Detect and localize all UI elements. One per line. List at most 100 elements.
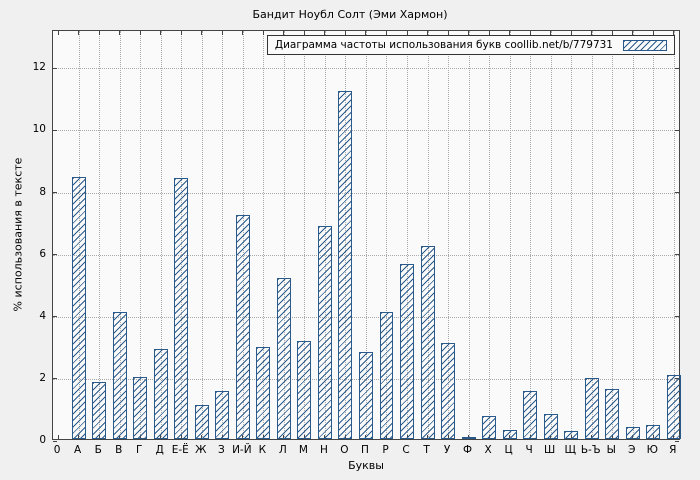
y-tick-label: 4: [39, 309, 46, 322]
bar-Ч: [523, 390, 538, 439]
x-tick-mark: [632, 31, 634, 35]
gridline-vertical: [550, 31, 552, 439]
y-tick-mark: [53, 67, 57, 69]
bar-С: [400, 263, 414, 439]
x-tick-mark: [119, 31, 121, 35]
bar-Д: [153, 348, 168, 439]
x-tick-label: Ы: [606, 444, 616, 456]
x-tick-label: С: [402, 444, 410, 456]
x-tick-label: Н: [319, 444, 328, 456]
bar-Ш: [543, 414, 558, 439]
x-tick-mark: [570, 31, 572, 35]
bar-А: [71, 176, 86, 439]
x-tick-mark: [406, 31, 408, 35]
x-tick-mark: [303, 31, 305, 35]
x-tick-label: Т: [423, 444, 430, 456]
chart-title: Бандит Ноубл Солт (Эми Хармон): [252, 8, 448, 21]
x-tick-mark: [242, 31, 244, 35]
y-tick-mark: [53, 378, 57, 380]
x-tick-label: В: [115, 444, 123, 456]
x-tick-label: О: [340, 444, 349, 456]
x-tick-mark: [201, 31, 203, 35]
x-axis-label: Буквы: [348, 459, 384, 472]
x-tick-mark: [447, 31, 449, 35]
gridline-vertical: [612, 31, 614, 439]
y-tick-mark: [675, 440, 679, 442]
bar-Н: [317, 226, 332, 439]
x-tick-label: Л: [278, 444, 287, 456]
x-tick-label: Б: [94, 444, 102, 456]
x-tick-mark: [591, 31, 593, 35]
x-tick-label: П: [361, 444, 369, 456]
gridline-vertical: [571, 31, 573, 439]
y-tick-label: 2: [39, 371, 46, 384]
x-tick-label: Я: [669, 444, 677, 456]
x-tick-mark: [221, 31, 223, 35]
y-tick-mark: [53, 440, 57, 442]
gridline-vertical: [386, 31, 388, 439]
bar-Ю: [646, 425, 661, 439]
x-tick-label: Э: [628, 444, 636, 456]
bar-Ц: [502, 429, 517, 439]
gridline-vertical: [407, 31, 409, 439]
gridline-vertical: [222, 31, 224, 439]
x-tick-mark: [468, 31, 470, 35]
x-tick-mark: [160, 31, 162, 35]
x-tick-label: Ж: [195, 444, 207, 456]
x-tick-label: Ш: [544, 444, 556, 456]
bar-Р: [379, 311, 394, 439]
x-tick-mark: [57, 31, 59, 35]
bar-У: [441, 342, 456, 439]
x-tick-label: К: [258, 444, 267, 456]
y-axis-label: % использования в тексте: [11, 157, 25, 312]
x-tick-mark: [427, 31, 429, 35]
bar-В: [112, 311, 127, 439]
y-tick-label: 6: [39, 247, 46, 260]
y-tick-mark: [675, 67, 679, 69]
gridline-vertical: [304, 31, 306, 439]
bar-З: [215, 390, 230, 439]
x-tick-label: Х: [484, 444, 492, 456]
x-tick-label: Ц: [504, 444, 513, 456]
x-tick-mark: [488, 31, 490, 35]
y-tick-mark: [53, 254, 57, 256]
x-tick-mark: [550, 31, 552, 35]
x-tick-mark: [283, 31, 285, 35]
x-tick-mark: [673, 31, 675, 35]
x-tick-label: З: [217, 444, 225, 456]
x-tick-label: Ю: [646, 444, 658, 456]
x-tick-label: Г: [136, 444, 143, 456]
x-tick-mark: [324, 31, 326, 35]
x-tick-mark: [98, 31, 100, 35]
x-tick-label: Д: [155, 444, 164, 456]
x-tick-mark: [262, 31, 264, 35]
bar-Л: [276, 277, 291, 439]
y-tick-mark: [675, 254, 679, 256]
y-tick-mark: [53, 129, 57, 131]
gridline-vertical: [468, 31, 470, 439]
gridline-vertical: [632, 31, 634, 439]
x-tick-label: Ь-Ъ: [580, 444, 601, 456]
x-tick-label: Е-Ё: [171, 444, 189, 456]
gridline-vertical: [509, 31, 511, 439]
x-tick-mark: [139, 31, 141, 35]
x-tick-mark: [509, 31, 511, 35]
y-tick-label: 8: [39, 185, 46, 198]
x-tick-mark: [57, 435, 59, 439]
bar-Ф: [461, 437, 476, 439]
x-tick-label: А: [74, 444, 82, 456]
x-tick-mark: [611, 31, 613, 35]
gridline-vertical: [530, 31, 532, 439]
gridline-vertical: [283, 31, 285, 439]
x-tick-label: У: [443, 444, 451, 456]
x-tick-label: М: [298, 444, 308, 456]
x-tick-mark: [385, 31, 387, 35]
legend-swatch: [623, 39, 667, 51]
bar-Т: [420, 246, 435, 439]
gridline-vertical: [99, 31, 101, 439]
y-tick-mark: [53, 192, 57, 193]
bar-Э: [625, 426, 640, 439]
gridline-vertical: [653, 31, 655, 439]
x-tick-label: Щ: [564, 444, 576, 456]
